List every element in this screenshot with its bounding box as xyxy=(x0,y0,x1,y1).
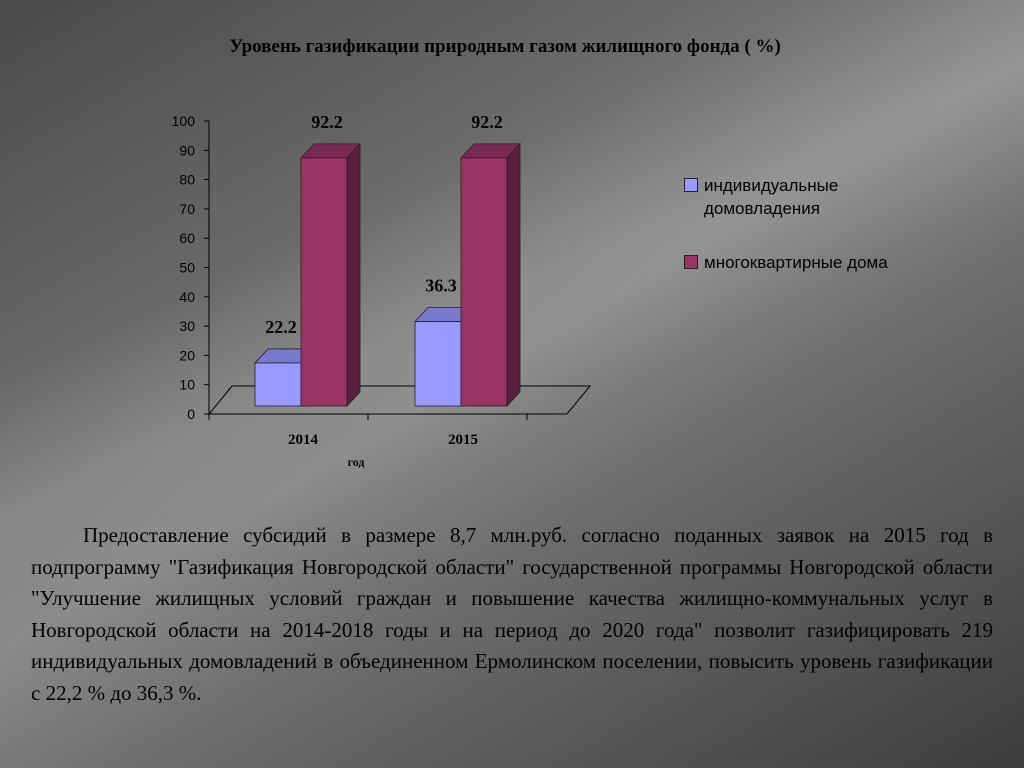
x-axis-category-label: 2014 xyxy=(288,432,319,448)
y-axis-tick-label: 80 xyxy=(179,172,195,188)
bar-side xyxy=(506,142,521,408)
y-axis-tick-label: 60 xyxy=(179,230,195,246)
bar-side xyxy=(346,142,361,408)
legend-label-individual: индивидуальные домовладения xyxy=(704,176,839,218)
legend-swatch-individual xyxy=(684,178,698,192)
x-axis-category-label: 2015 xyxy=(448,432,478,448)
legend-label-apartment: многоквартирные дома xyxy=(704,253,888,272)
bar-chart: 0 10 20 30 40 50 60 70 80 90 100 22.2 36.3 92.2 92.2 20… xyxy=(172,112,592,469)
bar-2015-series-1 xyxy=(460,157,508,407)
bar-2014-series-0 xyxy=(254,362,302,407)
subsidy-paragraph: Предоставление субсидий в размере 8,7 мл… xyxy=(31,523,993,705)
y-axis-tick-label: 90 xyxy=(179,142,195,158)
x-axis-title: год xyxy=(348,455,365,469)
bar-2015-series-0 xyxy=(414,321,462,407)
y-axis-tick-label: 20 xyxy=(179,347,195,363)
bar-2014-series-1 xyxy=(300,157,348,407)
data-label: 92.2 xyxy=(471,112,503,132)
data-label: 36.3 xyxy=(425,276,457,296)
legend-item-apartment: многоквартирные дома xyxy=(684,251,944,274)
y-axis-tick-label: 0 xyxy=(187,406,195,422)
y-axis-tick-label: 10 xyxy=(179,377,195,393)
y-axis-tick-label: 50 xyxy=(179,260,195,276)
data-label: 92.2 xyxy=(311,112,343,132)
chart-title: Уровень газификации природным газом жили… xyxy=(229,36,781,57)
y-axis-tick-label: 30 xyxy=(179,318,195,334)
legend-item-individual: индивидуальные домовладения xyxy=(684,174,944,220)
chart-legend: индивидуальные домовладения многоквартир… xyxy=(684,174,944,305)
y-axis-tick-label: 70 xyxy=(179,201,195,217)
legend-swatch-apartment xyxy=(684,255,698,269)
data-label: 22.2 xyxy=(265,317,297,337)
y-axis-tick-label: 40 xyxy=(179,289,195,305)
y-axis-tick-label: 100 xyxy=(172,113,196,129)
